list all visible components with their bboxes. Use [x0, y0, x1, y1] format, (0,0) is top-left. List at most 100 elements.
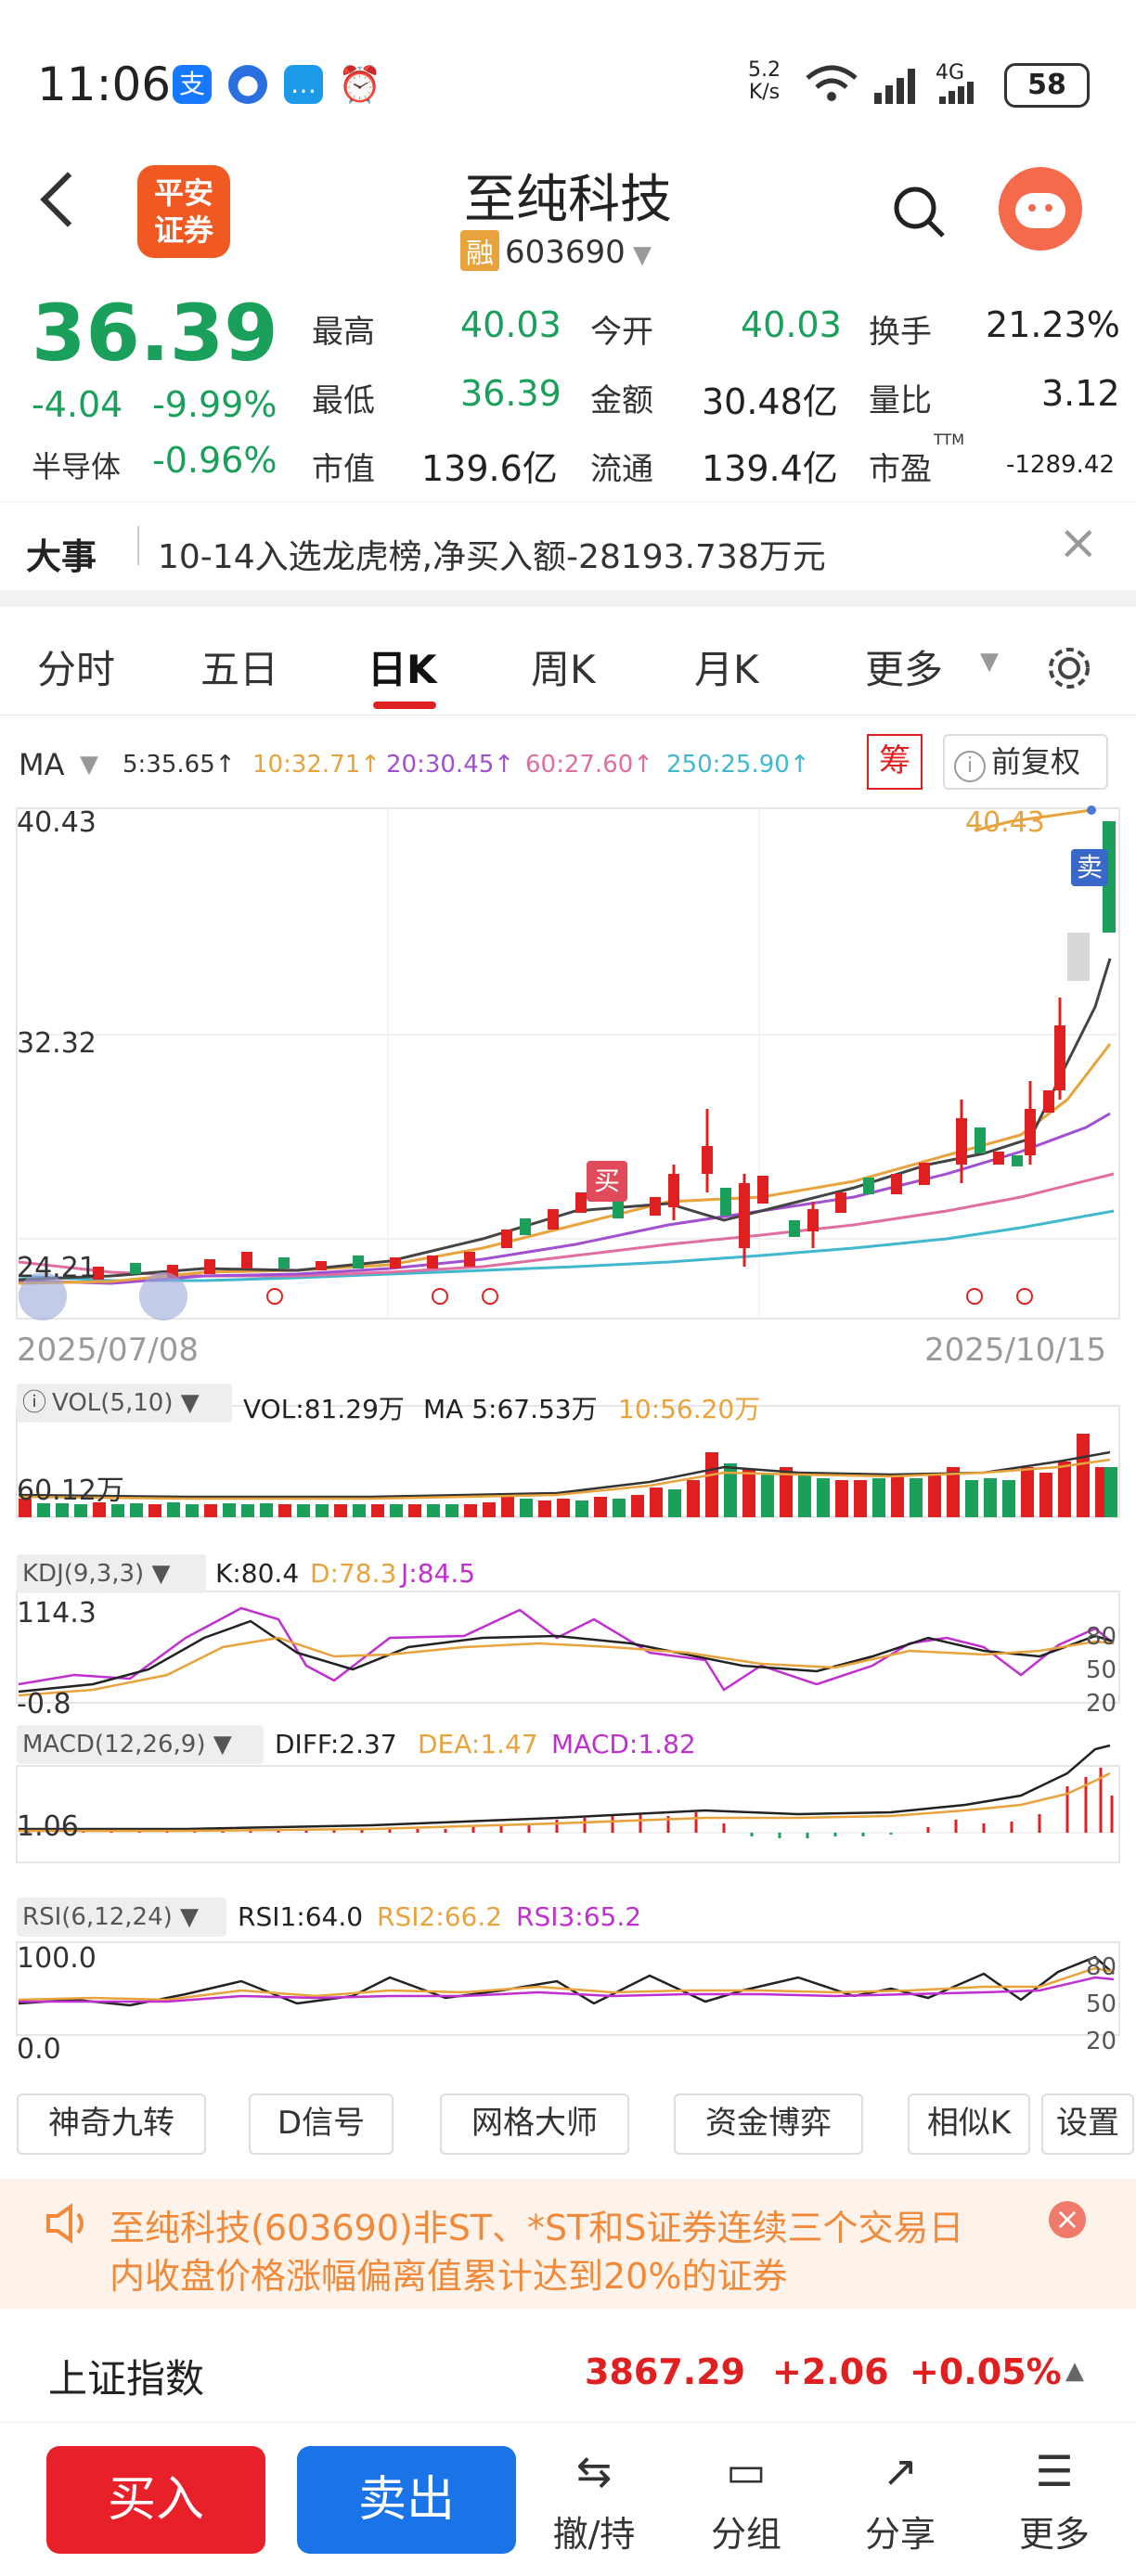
price-change-pct: -9.99% [152, 384, 278, 425]
more-button[interactable]: ☰ 更多 [999, 2446, 1110, 2557]
buy-button[interactable]: 买入 [46, 2446, 265, 2554]
kdj-d: D:78.3 [310, 1558, 397, 1589]
ma-label[interactable]: MA [19, 747, 65, 782]
date-end: 2025/10/15 [924, 1332, 1106, 1369]
kdj-ref-80: 80 [1086, 1623, 1117, 1651]
group-button[interactable]: ▭ 分组 [691, 2446, 802, 2557]
signal-icon-2 [939, 82, 974, 104]
ma5-legend: 5:35.65↑ [123, 751, 236, 779]
close-icon[interactable]: × [1058, 515, 1099, 571]
tab-daily-k[interactable]: 日K [368, 647, 437, 692]
share-icon: ↗ [882, 2446, 919, 2496]
tab-weekly-k[interactable]: 周K [531, 647, 596, 692]
stock-header: 平安 证券 至纯科技 融 603690 ▼ [0, 158, 1136, 288]
notice-line2: 内收盘价格涨幅偏离值累计达到20%的证券 [110, 2256, 788, 2297]
price-change: -4.04 [32, 384, 123, 425]
network-type: 4G [936, 61, 965, 84]
macd-indicator-selector[interactable]: MACD(12,26,9) ▼ [17, 1725, 264, 1764]
vol-indicator-selector[interactable]: ⓘ VOL(5,10) ▼ [17, 1384, 232, 1423]
open-value: 40.03 [741, 304, 842, 345]
kdj-axis-top: 114.3 [17, 1597, 97, 1629]
kdj-axis-bottom: -0.8 [17, 1688, 71, 1720]
risk-notice[interactable]: 至纯科技(603690)非ST、*ST和S证券连续三个交易日 内收盘价格涨幅偏离… [0, 2179, 1136, 2309]
rsi-axis-bottom: 0.0 [17, 2033, 61, 2066]
ma10-legend: 10:32.71↑ [252, 751, 381, 779]
assistant-avatar-icon[interactable] [999, 167, 1082, 251]
fund-game-button[interactable]: 资金博弈 [674, 2093, 863, 2155]
kline-chart-area[interactable]: MA ▼ 5:35.65↑ 10:32.71↑ 20:30.45↑ 60:27.… [0, 719, 1136, 2074]
rsi3: RSI3:65.2 [516, 1901, 642, 1932]
bottom-action-bar: 买入 卖出 ⇆ 撤/持 ▭ 分组 ↗ 分享 ☰ 更多 [0, 2428, 1136, 2576]
grid-master-button[interactable]: 网格大师 [440, 2093, 629, 2155]
macd-value: MACD:1.82 [551, 1729, 696, 1759]
news-banner[interactable]: 大事 10-14入选龙虎榜,净买入额-28193.738万元 × [0, 501, 1136, 586]
menu-icon: ☰ [1035, 2446, 1074, 2496]
message-icon: … [284, 65, 323, 104]
tab-intraday[interactable]: 分时 [37, 647, 116, 692]
gear-icon[interactable] [1045, 644, 1093, 692]
share-button[interactable]: ↗ 分享 [845, 2446, 956, 2557]
mcap-value: 139.6亿 [421, 448, 558, 489]
ma20-legend: 20:30.45↑ [386, 751, 515, 779]
similar-k-button[interactable]: 相似K [908, 2093, 1030, 2155]
y-axis-top: 40.43 [17, 806, 97, 839]
vol-ma5: MA 5:67.53万 [423, 1394, 598, 1424]
rsi2: RSI2:66.2 [377, 1901, 503, 1932]
rsi-indicator-selector[interactable]: RSI(6,12,24) ▼ [17, 1898, 226, 1937]
index-change: +2.06 [772, 2351, 889, 2392]
kline-svg [16, 805, 1120, 2036]
current-price: 36.39 [32, 288, 278, 379]
candles [93, 805, 1116, 1280]
amount-value: 30.48亿 [702, 381, 838, 422]
close-icon[interactable]: × [1049, 2201, 1086, 2238]
vol-ma10: 10:56.20万 [618, 1394, 761, 1424]
status-bar: 11:06 支 ● … ⏰ 5.2 K/s 4G 58 [0, 0, 1136, 158]
vol-ratio-value: 3.12 [1041, 373, 1120, 414]
rsi-ref-80: 80 [1086, 1953, 1117, 1981]
alarm-icon: ⏰ [338, 64, 382, 105]
high-price-marker: 40.43 [965, 806, 1045, 839]
sell-signal-marker[interactable]: 卖 [1071, 849, 1108, 886]
index-ticker[interactable]: 上证指数 3867.29 +2.06 +0.05% ▲ [0, 2320, 1136, 2423]
active-tab-indicator [373, 702, 436, 709]
sector-label[interactable]: 半导体 [32, 449, 122, 484]
chevron-up-icon[interactable]: ▲ [1065, 2357, 1084, 2385]
rsi-axis-top: 100.0 [17, 1942, 97, 1975]
stock-code-row[interactable]: 融 603690 ▼ [460, 230, 652, 271]
folder-icon: ▭ [726, 2446, 767, 2496]
tab-monthly-k[interactable]: 月K [694, 647, 759, 692]
magic-nine-button[interactable]: 神奇九转 [17, 2093, 206, 2155]
kdj-ref-20: 20 [1086, 1690, 1117, 1718]
search-icon[interactable] [891, 184, 947, 239]
d-signal-button[interactable]: D信号 [249, 2093, 394, 2155]
y-axis-low: 24.21 [17, 1252, 97, 1284]
kdj-indicator-selector[interactable]: KDJ(9,3,3) ▼ [17, 1554, 206, 1593]
index-value: 3867.29 [585, 2351, 746, 2392]
chip-distribution-button[interactable]: 筹 [867, 734, 923, 790]
stock-code: 603690 [505, 234, 626, 271]
low-value: 36.39 [460, 373, 562, 414]
macd-axis: 1.06 [17, 1810, 79, 1843]
stock-name: 至纯科技 [464, 170, 672, 230]
ma60-legend: 60:27.60↑ [525, 751, 654, 779]
cancel-hold-button[interactable]: ⇆ 撤/持 [538, 2446, 650, 2557]
wifi-icon [806, 65, 858, 101]
kdj-ref-50: 50 [1086, 1656, 1117, 1684]
sell-button[interactable]: 卖出 [297, 2446, 516, 2554]
vol-value: VOL:81.29万 [243, 1394, 405, 1424]
broker-logo: 平安 证券 [137, 165, 230, 258]
buy-signal-marker[interactable]: 买 [587, 1161, 627, 1202]
macd-diff: DIFF:2.37 [275, 1729, 397, 1759]
chevron-down-icon: ▼ [980, 648, 999, 676]
y-axis-mid: 32.32 [17, 1027, 97, 1060]
tab-5day[interactable]: 五日 [200, 647, 279, 692]
rsi-ref-20: 20 [1086, 2028, 1117, 2055]
date-start: 2025/07/08 [17, 1332, 199, 1369]
adjust-price-button[interactable]: i 前复权 [943, 734, 1108, 790]
tab-more[interactable]: 更多 [865, 647, 944, 692]
float-label: 流通 [590, 451, 653, 488]
high-label: 最高 [312, 314, 375, 351]
kdj-j: J:84.5 [401, 1558, 476, 1589]
settings-button[interactable]: 设置 [1041, 2093, 1134, 2155]
status-time: 11:06 [37, 58, 172, 111]
